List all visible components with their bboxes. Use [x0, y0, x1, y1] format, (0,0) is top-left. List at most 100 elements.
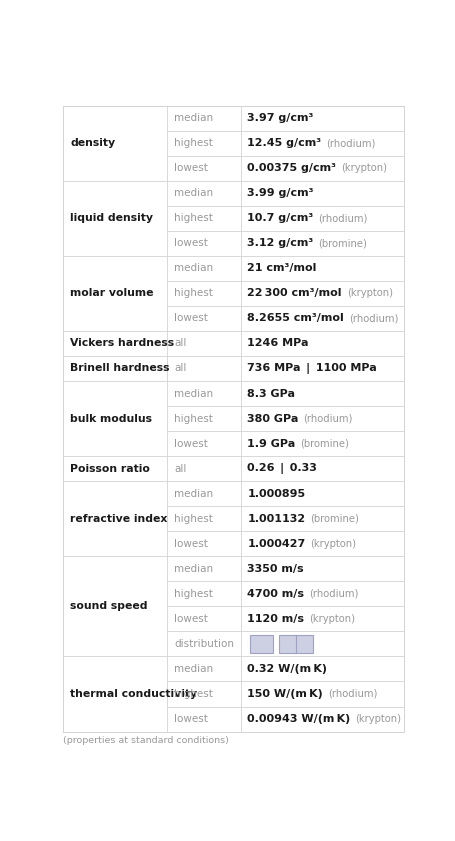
Bar — [63, 256, 167, 331]
Bar — [240, 606, 403, 632]
Bar — [63, 556, 167, 657]
Text: all: all — [174, 338, 186, 348]
Bar — [167, 481, 240, 506]
Text: liquid density: liquid density — [70, 214, 153, 223]
Bar — [167, 506, 240, 532]
Text: lowest: lowest — [174, 614, 207, 624]
Bar — [63, 456, 167, 481]
Bar — [240, 681, 403, 706]
Bar — [167, 556, 240, 581]
Text: 1246 MPa: 1246 MPa — [247, 338, 308, 348]
Text: 1.000427: 1.000427 — [247, 539, 305, 548]
Bar — [167, 130, 240, 156]
Bar — [240, 706, 403, 732]
Text: median: median — [174, 563, 213, 574]
Text: lowest: lowest — [174, 238, 207, 248]
Text: 22 300 cm³/mol: 22 300 cm³/mol — [247, 288, 341, 299]
Text: lowest: lowest — [174, 539, 207, 548]
Text: lowest: lowest — [174, 439, 207, 448]
Text: 0.26 | 0.33: 0.26 | 0.33 — [247, 463, 317, 474]
Text: (rhodium): (rhodium) — [348, 314, 397, 324]
Text: 736 MPa | 1100 MPa: 736 MPa | 1100 MPa — [247, 363, 376, 374]
Text: 1.9 GPa: 1.9 GPa — [247, 439, 295, 448]
Text: (bromine): (bromine) — [318, 238, 366, 248]
Bar — [240, 356, 403, 381]
Bar — [63, 356, 167, 381]
Text: 380 GPa: 380 GPa — [247, 414, 298, 424]
Bar — [167, 532, 240, 556]
Bar — [167, 306, 240, 331]
Bar — [240, 506, 403, 532]
Text: distribution: distribution — [174, 639, 234, 649]
Text: (rhodium): (rhodium) — [308, 589, 358, 599]
Text: all: all — [174, 363, 186, 373]
Bar — [240, 481, 403, 506]
Text: Poisson ratio: Poisson ratio — [70, 463, 150, 473]
Text: median: median — [174, 489, 213, 499]
Text: 21 cm³/mol: 21 cm³/mol — [247, 263, 316, 273]
Bar — [240, 230, 403, 256]
Bar — [240, 556, 403, 581]
Text: median: median — [174, 389, 213, 399]
Bar — [63, 381, 167, 456]
Text: all: all — [174, 463, 186, 473]
Bar — [167, 356, 240, 381]
Text: median: median — [174, 664, 213, 674]
Bar — [240, 181, 403, 206]
Bar — [63, 181, 167, 256]
Bar — [167, 281, 240, 306]
Bar — [240, 456, 403, 481]
Bar — [240, 206, 403, 230]
Bar — [167, 230, 240, 256]
Text: highest: highest — [174, 138, 212, 148]
Text: refractive index: refractive index — [70, 514, 167, 524]
Text: 8.2655 cm³/mol: 8.2655 cm³/mol — [247, 314, 344, 324]
Text: highest: highest — [174, 414, 212, 424]
Text: (bromine): (bromine) — [309, 514, 359, 524]
Text: 3350 m/s: 3350 m/s — [247, 563, 303, 574]
Bar — [167, 606, 240, 632]
Text: highest: highest — [174, 214, 212, 223]
Bar — [63, 657, 167, 732]
Bar — [167, 206, 240, 230]
Text: lowest: lowest — [174, 714, 207, 724]
Text: highest: highest — [174, 514, 212, 524]
Text: median: median — [174, 188, 213, 198]
Bar — [240, 130, 403, 156]
Bar — [240, 306, 403, 331]
Text: 3.99 g/cm³: 3.99 g/cm³ — [247, 188, 313, 198]
Bar — [240, 256, 403, 281]
Bar — [63, 481, 167, 556]
Bar — [240, 657, 403, 681]
Text: 0.32 W/(m K): 0.32 W/(m K) — [247, 664, 327, 674]
Bar — [167, 181, 240, 206]
Bar — [249, 635, 273, 653]
Text: (krypton): (krypton) — [340, 163, 386, 173]
Bar — [240, 581, 403, 606]
Bar — [240, 281, 403, 306]
Text: highest: highest — [174, 288, 212, 299]
Text: molar volume: molar volume — [70, 288, 153, 299]
Text: 4700 m/s: 4700 m/s — [247, 589, 304, 599]
Text: 1.001132: 1.001132 — [247, 514, 305, 524]
Text: 1120 m/s: 1120 m/s — [247, 614, 304, 624]
Text: lowest: lowest — [174, 163, 207, 173]
Text: 150 W/(m K): 150 W/(m K) — [247, 689, 323, 699]
Text: (krypton): (krypton) — [308, 614, 354, 624]
Text: 10.7 g/cm³: 10.7 g/cm³ — [247, 214, 313, 223]
Bar — [167, 256, 240, 281]
Bar — [167, 632, 240, 657]
Text: median: median — [174, 263, 213, 273]
Bar — [167, 431, 240, 456]
Bar — [167, 706, 240, 732]
Bar — [167, 681, 240, 706]
Text: 3.12 g/cm³: 3.12 g/cm³ — [247, 238, 313, 248]
Bar — [240, 532, 403, 556]
Bar — [63, 105, 167, 181]
Text: Vickers hardness: Vickers hardness — [70, 338, 174, 348]
Bar — [167, 331, 240, 356]
Text: sound speed: sound speed — [70, 601, 147, 611]
Text: bulk modulus: bulk modulus — [70, 414, 152, 424]
Text: (rhodium): (rhodium) — [318, 214, 367, 223]
Text: (rhodium): (rhodium) — [327, 689, 376, 699]
